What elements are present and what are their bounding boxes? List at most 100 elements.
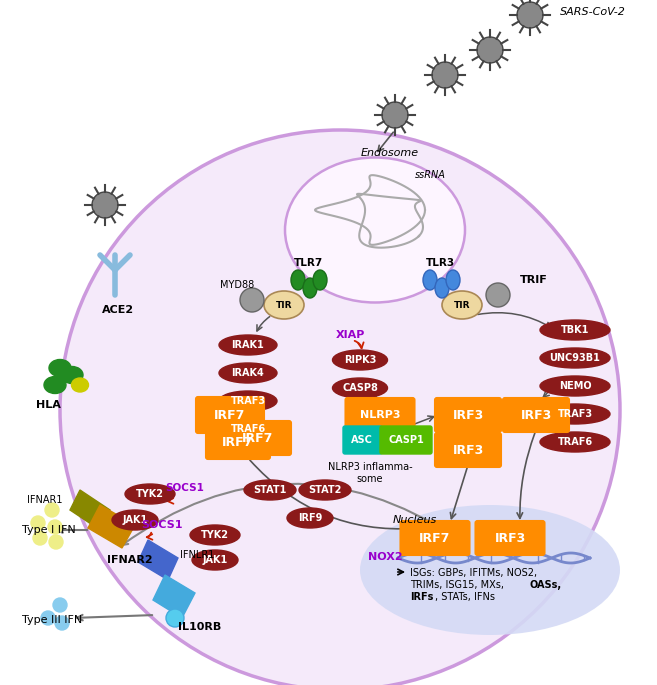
Text: NLRP3: NLRP3 xyxy=(360,410,400,420)
FancyBboxPatch shape xyxy=(346,398,415,432)
Text: TRAF3: TRAF3 xyxy=(557,409,593,419)
Text: IRF7: IRF7 xyxy=(419,532,451,545)
Text: STAT2: STAT2 xyxy=(308,485,342,495)
Text: TLR3: TLR3 xyxy=(426,258,455,268)
Text: IRAK4: IRAK4 xyxy=(232,368,264,378)
Text: , STATs, IFNs: , STATs, IFNs xyxy=(435,592,495,602)
Ellipse shape xyxy=(125,484,175,504)
Text: TIR: TIR xyxy=(276,301,292,310)
Text: TRIMs, ISG15, MXs,: TRIMs, ISG15, MXs, xyxy=(410,580,507,590)
Text: ssRNA: ssRNA xyxy=(415,170,445,180)
Text: JAK1: JAK1 xyxy=(202,555,227,565)
Text: CASP8: CASP8 xyxy=(342,383,378,393)
Circle shape xyxy=(48,520,62,534)
Circle shape xyxy=(486,283,510,307)
Text: ASC: ASC xyxy=(351,435,373,445)
Ellipse shape xyxy=(44,377,66,393)
Text: TYK2: TYK2 xyxy=(136,489,164,499)
Ellipse shape xyxy=(49,360,71,377)
FancyBboxPatch shape xyxy=(503,398,569,432)
Text: Type I IFN: Type I IFN xyxy=(22,525,76,535)
Polygon shape xyxy=(138,540,178,580)
Ellipse shape xyxy=(264,291,304,319)
Text: TRAF6: TRAF6 xyxy=(557,437,593,447)
Text: IRF7: IRF7 xyxy=(214,408,246,421)
Ellipse shape xyxy=(61,366,83,384)
Ellipse shape xyxy=(540,432,610,452)
FancyBboxPatch shape xyxy=(225,421,291,455)
Text: TLR7: TLR7 xyxy=(294,258,323,268)
Ellipse shape xyxy=(540,348,610,368)
FancyBboxPatch shape xyxy=(435,398,501,432)
Ellipse shape xyxy=(285,158,465,303)
Ellipse shape xyxy=(303,278,317,298)
FancyBboxPatch shape xyxy=(343,426,382,454)
Circle shape xyxy=(53,598,67,612)
Circle shape xyxy=(382,102,408,128)
FancyBboxPatch shape xyxy=(196,397,264,433)
FancyBboxPatch shape xyxy=(380,426,432,454)
Text: IFNAR2: IFNAR2 xyxy=(107,555,153,565)
Ellipse shape xyxy=(540,404,610,424)
Text: IRF3: IRF3 xyxy=(520,408,552,421)
Text: TRAF3: TRAF3 xyxy=(231,396,265,406)
Text: ISGs: GBPs, IFITMs, NOS2,: ISGs: GBPs, IFITMs, NOS2, xyxy=(410,568,537,578)
Text: TIR: TIR xyxy=(454,301,470,310)
Ellipse shape xyxy=(287,508,333,528)
Circle shape xyxy=(31,516,45,530)
Polygon shape xyxy=(153,575,195,618)
Polygon shape xyxy=(88,505,135,548)
Ellipse shape xyxy=(442,291,482,319)
Circle shape xyxy=(45,503,59,517)
Text: MYD88: MYD88 xyxy=(220,280,254,290)
Ellipse shape xyxy=(219,363,277,383)
Ellipse shape xyxy=(219,419,277,439)
Ellipse shape xyxy=(360,505,620,635)
Text: IRF3: IRF3 xyxy=(453,443,484,456)
Text: IRF9: IRF9 xyxy=(298,513,322,523)
Ellipse shape xyxy=(423,270,437,290)
Text: IFNAR1: IFNAR1 xyxy=(26,495,62,505)
Text: XIAP: XIAP xyxy=(335,330,365,340)
Text: CASP1: CASP1 xyxy=(388,435,424,445)
FancyBboxPatch shape xyxy=(206,425,270,459)
Text: NEMO: NEMO xyxy=(558,381,591,391)
Text: IRF3: IRF3 xyxy=(494,532,526,545)
Ellipse shape xyxy=(112,510,158,530)
Circle shape xyxy=(517,2,543,28)
Text: IL10RB: IL10RB xyxy=(178,622,221,632)
Circle shape xyxy=(41,611,55,625)
Text: IRF7: IRF7 xyxy=(222,436,254,449)
Text: IRAK1: IRAK1 xyxy=(232,340,264,350)
Ellipse shape xyxy=(190,525,240,545)
Text: RIPK3: RIPK3 xyxy=(344,355,376,365)
Text: IFNLR1: IFNLR1 xyxy=(180,550,214,560)
Ellipse shape xyxy=(244,480,296,500)
Text: SARS-CoV-2: SARS-CoV-2 xyxy=(560,7,626,17)
Text: SOCS1: SOCS1 xyxy=(141,520,183,530)
Ellipse shape xyxy=(313,270,327,290)
Circle shape xyxy=(33,531,47,545)
Text: NOX2: NOX2 xyxy=(368,552,402,562)
Ellipse shape xyxy=(192,550,238,570)
Text: SOCS1: SOCS1 xyxy=(166,483,204,493)
Circle shape xyxy=(49,535,63,549)
Text: TBK1: TBK1 xyxy=(561,325,589,335)
Circle shape xyxy=(55,616,69,630)
Text: TRIF: TRIF xyxy=(520,275,548,285)
Text: IRF7: IRF7 xyxy=(242,432,274,445)
Ellipse shape xyxy=(60,130,620,685)
Circle shape xyxy=(477,37,503,63)
Ellipse shape xyxy=(540,320,610,340)
Circle shape xyxy=(240,288,264,312)
Circle shape xyxy=(166,609,184,627)
Text: TRAF6: TRAF6 xyxy=(231,424,265,434)
Text: IRFs: IRFs xyxy=(410,592,434,602)
Text: HLA: HLA xyxy=(35,400,60,410)
Ellipse shape xyxy=(332,378,388,398)
Text: JAK1: JAK1 xyxy=(122,515,148,525)
Text: NLRP3 inflamma-
some: NLRP3 inflamma- some xyxy=(328,462,413,484)
Ellipse shape xyxy=(332,350,388,370)
Text: Type III IFN: Type III IFN xyxy=(22,615,82,625)
Circle shape xyxy=(92,192,118,218)
